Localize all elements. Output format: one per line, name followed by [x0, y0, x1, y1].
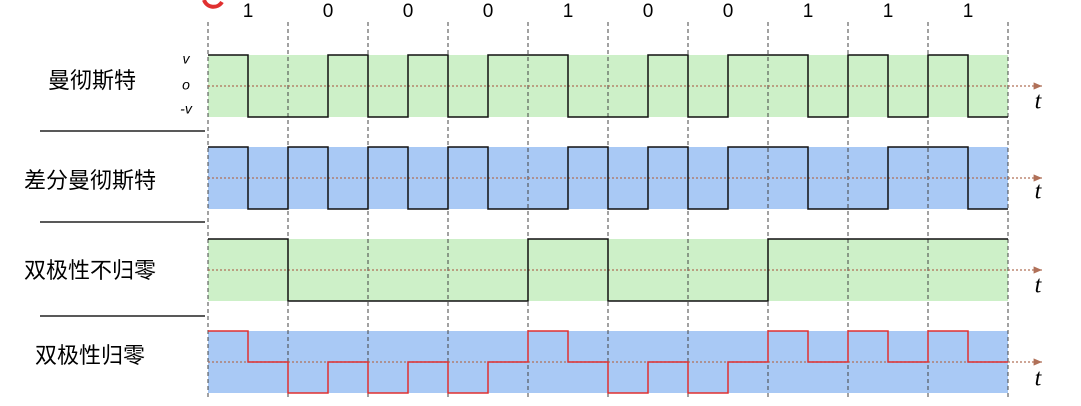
time-label: t: [1035, 179, 1043, 205]
bit-label: 1: [803, 1, 814, 22]
level-label: v: [183, 51, 191, 67]
time-label: t: [1035, 366, 1043, 392]
waveform: [208, 54, 1008, 118]
waveform: [208, 330, 1008, 394]
bit-label: 0: [403, 1, 414, 22]
bit-label: 0: [483, 1, 494, 22]
row-label: 双极性不归零: [24, 259, 156, 284]
bit-label: 0: [643, 1, 654, 22]
bit-label: 0: [323, 1, 334, 22]
row-label: 差分曼彻斯特: [24, 169, 156, 194]
waveform: [208, 238, 1008, 302]
level-label: o: [182, 77, 190, 93]
bit-label: 0: [723, 1, 734, 22]
row-label: 双极性归零: [35, 344, 145, 369]
bit-label: 1: [563, 1, 574, 22]
decoration: [202, 0, 224, 9]
row-label: 曼彻斯特: [48, 69, 136, 94]
time-label: t: [1035, 273, 1043, 299]
bit-label: 1: [963, 1, 974, 22]
level-label: -v: [180, 101, 193, 117]
bit-label: 1: [883, 1, 894, 22]
bit-label: 1: [243, 1, 254, 22]
waveform: [208, 146, 1008, 210]
time-label: t: [1035, 89, 1043, 115]
